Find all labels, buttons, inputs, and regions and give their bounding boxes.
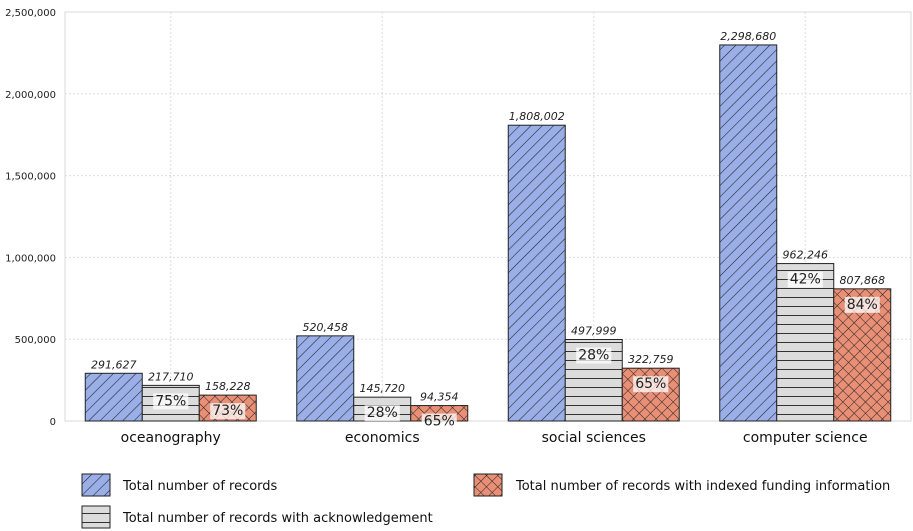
bar-value-label: 291,627 <box>91 358 137 371</box>
percent-label-background <box>421 413 457 430</box>
bar-percent-label: 28% <box>578 348 609 364</box>
bar <box>507 124 566 422</box>
y-axis-ticks: 0 500,000 1,000,000 1,500,000 2,000,000 2,500… <box>5 8 56 428</box>
percent-label-background <box>153 393 189 410</box>
bar-value-label: 145,720 <box>360 382 406 395</box>
x-category-label: economics <box>345 430 420 446</box>
bar <box>719 44 778 422</box>
percent-label-background <box>633 376 669 393</box>
bar-value-label: 158,228 <box>205 380 251 393</box>
bars <box>84 44 892 422</box>
legend-item-total-records: Total number of records <box>81 473 278 497</box>
percent-label-background <box>844 296 880 313</box>
legend-label-funding-records: Total number of records with indexed fun… <box>515 479 890 494</box>
y-tick-label: 2,500,000 <box>5 8 56 19</box>
bar-value-label: 217,710 <box>148 370 194 383</box>
bar-value-label: 962,246 <box>783 249 829 262</box>
category-labels: oceanography economics social sciences comp… <box>121 430 868 446</box>
bar-percent-label: 65% <box>424 414 455 430</box>
percent-label-background <box>364 405 400 422</box>
legend-item-acknowledgement-records: Total number of records with acknowledge… <box>81 505 433 529</box>
legend-swatch-acknowledgement-records <box>81 505 111 529</box>
y-tick-label: 1,000,000 <box>5 253 56 264</box>
x-category-label: social sciences <box>542 430 646 446</box>
bar-value-label: 497,999 <box>571 325 617 338</box>
bar <box>833 288 892 422</box>
percent-label-background <box>210 403 246 420</box>
bar-percent-label: 75% <box>155 393 186 409</box>
y-tick-label: 1,500,000 <box>5 172 56 183</box>
bar-value-label: 2,298,680 <box>720 30 776 43</box>
bar-percent-label: 65% <box>635 376 666 392</box>
bar <box>296 335 355 422</box>
legend-label-total-records: Total number of records <box>122 479 278 494</box>
percent-label-background <box>576 347 612 364</box>
bar <box>84 372 143 422</box>
bar-percent-label: 42% <box>790 272 821 288</box>
legend-item-funding-records: Total number of records with indexed fun… <box>473 473 890 497</box>
bar <box>776 263 835 422</box>
bar-value-label: 322,759 <box>628 353 674 366</box>
legend-label-acknowledgement-records: Total number of records with acknowledge… <box>122 511 433 526</box>
bar-percent-label: 28% <box>367 405 398 421</box>
y-tick-label: 0 <box>50 417 56 428</box>
x-category-label: oceanography <box>121 430 221 446</box>
x-category-label: computer science <box>743 430 868 446</box>
percent-label-background <box>787 271 823 288</box>
bar-value-label: 94,354 <box>420 391 459 404</box>
bar-value-label: 1,808,002 <box>509 110 565 123</box>
legend-swatch-funding-records <box>473 473 503 497</box>
y-tick-label: 2,000,000 <box>5 90 56 101</box>
bar-value-label: 520,458 <box>303 321 349 334</box>
bar-value-label: 807,868 <box>840 274 886 287</box>
value-labels: 291,627 217,710 75% 158,228 73% 520,458 145,72… <box>91 30 885 430</box>
bar-percent-label: 84% <box>847 297 878 313</box>
legend-swatch-total-records <box>81 473 111 497</box>
legend: Total number of records Total number of … <box>81 473 890 529</box>
y-tick-label: 500,000 <box>15 335 56 346</box>
bar-percent-label: 73% <box>212 403 243 419</box>
